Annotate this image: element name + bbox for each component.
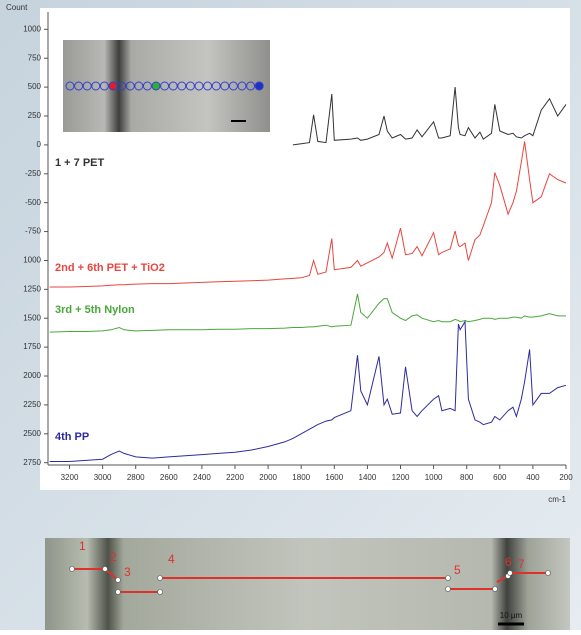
micrograph-photo [45,538,570,630]
segment-label: 6 [505,555,512,569]
plot-area: 10007505002500-250-500-75010001250150017… [23,12,573,482]
y-tick-label: 2750 [23,458,41,467]
x-tick-label: 1600 [325,473,343,482]
segment-label: 7 [518,557,525,571]
sample-point [108,81,118,91]
sample-point [74,81,84,91]
end-dot [545,570,551,576]
end-dot [115,589,121,595]
x-tick-label: 3200 [61,473,79,482]
x-tick-label: 3000 [94,473,112,482]
y-tick-label: -750 [25,227,42,236]
x-tick-label: 1800 [292,473,310,482]
series-label: 1 + 7 PET [55,157,105,169]
x-tick-label: 800 [460,473,474,482]
sample-point [254,81,264,91]
segment-label: 5 [454,563,461,577]
sample-point [194,81,204,91]
x-tick-label: 400 [526,473,540,482]
spectrum-line [49,293,566,333]
sample-point [220,81,230,91]
x-tick-label: 1000 [425,473,443,482]
sample-point [168,81,178,91]
x-tick-label: 2400 [193,473,211,482]
inset-photo [63,40,270,132]
sample-point [82,81,92,91]
y-tick-label: 500 [28,82,42,91]
end-dot [507,570,513,576]
micrograph: 1 2 3 4 5 6 7 10 µm [45,538,570,630]
y-tick-label: -500 [25,198,42,207]
x-tick-label: 1400 [359,473,377,482]
x-tick-label: 600 [493,473,507,482]
spectrum-line [49,320,567,462]
sample-point [142,81,152,91]
x-tick-label: 2200 [226,473,244,482]
y-tick-label: 0 [37,140,42,149]
spectrum-line [292,87,567,146]
sample-point [65,81,75,91]
y-tick-label: 250 [28,111,42,120]
y-axis-label: Count [6,3,28,12]
series-label: 2nd + 6th PET + TiO2 [55,262,165,274]
series-label: 4th PP [55,431,89,443]
y-tick-label: -250 [25,169,42,178]
sample-point [228,81,238,91]
y-tick-label: 750 [28,53,42,62]
spectrum-line [49,141,567,288]
sample-point [237,81,247,91]
y-tick-label: 1500 [23,313,41,322]
sample-point [151,81,161,91]
sample-point [134,81,144,91]
segment-label: 4 [168,552,175,566]
y-tick-label: 1250 [23,284,41,293]
segment-ends [69,566,551,595]
segment-label: 1 [79,539,86,553]
sample-points [65,81,264,91]
x-tick-label: 2800 [127,473,145,482]
sample-point [185,81,195,91]
series-label: 3rd + 5th Nylon [55,304,135,316]
end-dot [492,586,498,592]
segment-label: 3 [124,565,131,579]
scan-segments [72,568,548,593]
inset-image [63,40,270,132]
end-dot [102,566,108,572]
segment-labels: 1 2 3 4 5 6 7 [79,539,525,579]
sample-point [91,81,101,91]
sample-point [160,81,170,91]
sample-point [211,81,221,91]
sample-point [99,81,109,91]
sample-point [246,81,256,91]
x-tick-label: 200 [559,473,573,482]
y-tick-label: 2250 [23,400,41,409]
y-tick-label: 1000 [23,24,41,33]
end-dot [115,577,121,583]
x-axis-label: cm-1 [548,495,566,504]
y-tick-label: 2000 [23,371,41,380]
y-tick-label: 1750 [23,342,41,351]
end-dot [445,586,451,592]
sample-point [177,81,187,91]
end-dot [445,575,451,581]
end-dot [157,589,163,595]
sample-point [117,81,127,91]
segment [104,568,119,581]
sample-point [203,81,213,91]
x-tick-label: 2600 [160,473,178,482]
y-tick-label: 1000 [23,256,41,265]
x-tick-label: 2000 [259,473,277,482]
end-dot [69,566,75,572]
y-tick-label: 2500 [23,429,41,438]
x-tick-label: 1200 [392,473,410,482]
sample-point [125,81,135,91]
segment-label: 2 [110,550,117,564]
scale-label: 10 µm [500,611,523,620]
end-dot [157,575,163,581]
